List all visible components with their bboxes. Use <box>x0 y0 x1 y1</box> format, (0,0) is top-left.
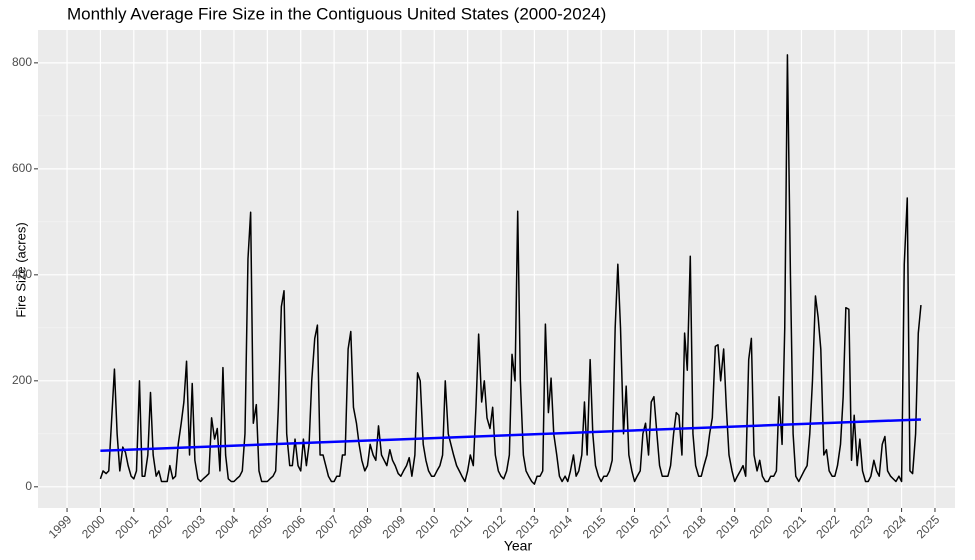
y-tick-label: 0 <box>25 479 32 493</box>
y-tick-label: 800 <box>12 55 32 69</box>
chart-title: Monthly Average Fire Size in the Contigu… <box>67 4 606 23</box>
series-line <box>99 54 922 485</box>
x-axis-title: Year <box>504 538 533 554</box>
y-axis-title: Fire Size (acres) <box>13 222 28 317</box>
y-tick-label: 600 <box>12 161 32 175</box>
y-tick-label: 200 <box>12 373 32 387</box>
series-line <box>100 418 921 453</box>
y-tick-label: 400 <box>12 267 32 281</box>
